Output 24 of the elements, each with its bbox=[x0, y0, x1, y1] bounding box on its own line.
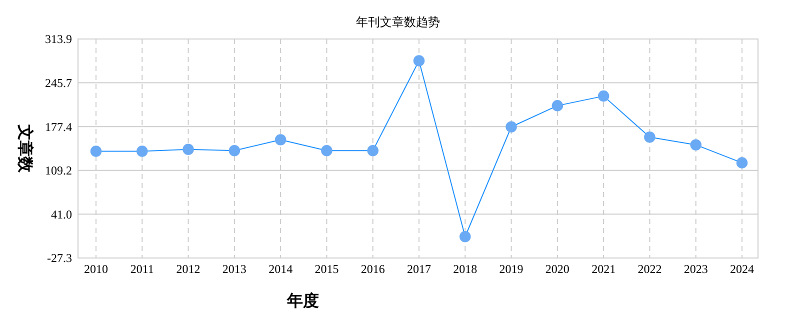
y-tick-label: 109.2 bbox=[45, 164, 72, 178]
y-axis-title: 文章数 bbox=[16, 124, 34, 174]
chart-title: 年刊文章数趋势 bbox=[356, 15, 440, 29]
x-tick-label: 2017 bbox=[407, 262, 431, 276]
x-tick-label: 2012 bbox=[176, 262, 200, 276]
x-tick-label: 2016 bbox=[360, 262, 385, 276]
y-tick-label: 41.0 bbox=[51, 207, 72, 222]
x-tick-label: 2023 bbox=[684, 262, 708, 276]
x-tick-label: 2020 bbox=[545, 262, 570, 276]
x-tick-label: 2019 bbox=[499, 262, 524, 276]
y-tick-label: 313.9 bbox=[45, 32, 72, 46]
x-tick-label: 2010 bbox=[84, 262, 108, 276]
x-tick-label: 2011 bbox=[130, 262, 154, 276]
x-axis-title: 年度 bbox=[286, 291, 319, 310]
y-tick-label: 177.4 bbox=[45, 120, 72, 134]
x-tick-label: 2015 bbox=[314, 262, 339, 276]
y-tick-label: 245.7 bbox=[45, 76, 72, 90]
x-tick-label: 2021 bbox=[592, 262, 616, 276]
x-tick-label: 2018 bbox=[453, 262, 478, 276]
x-tick-label: 2022 bbox=[638, 262, 662, 276]
x-tick-label: 2024 bbox=[730, 262, 754, 276]
x-tick-label: 2013 bbox=[222, 262, 246, 276]
x-tick-label: 2014 bbox=[268, 262, 293, 276]
y-tick-label: -27.3 bbox=[47, 251, 72, 266]
